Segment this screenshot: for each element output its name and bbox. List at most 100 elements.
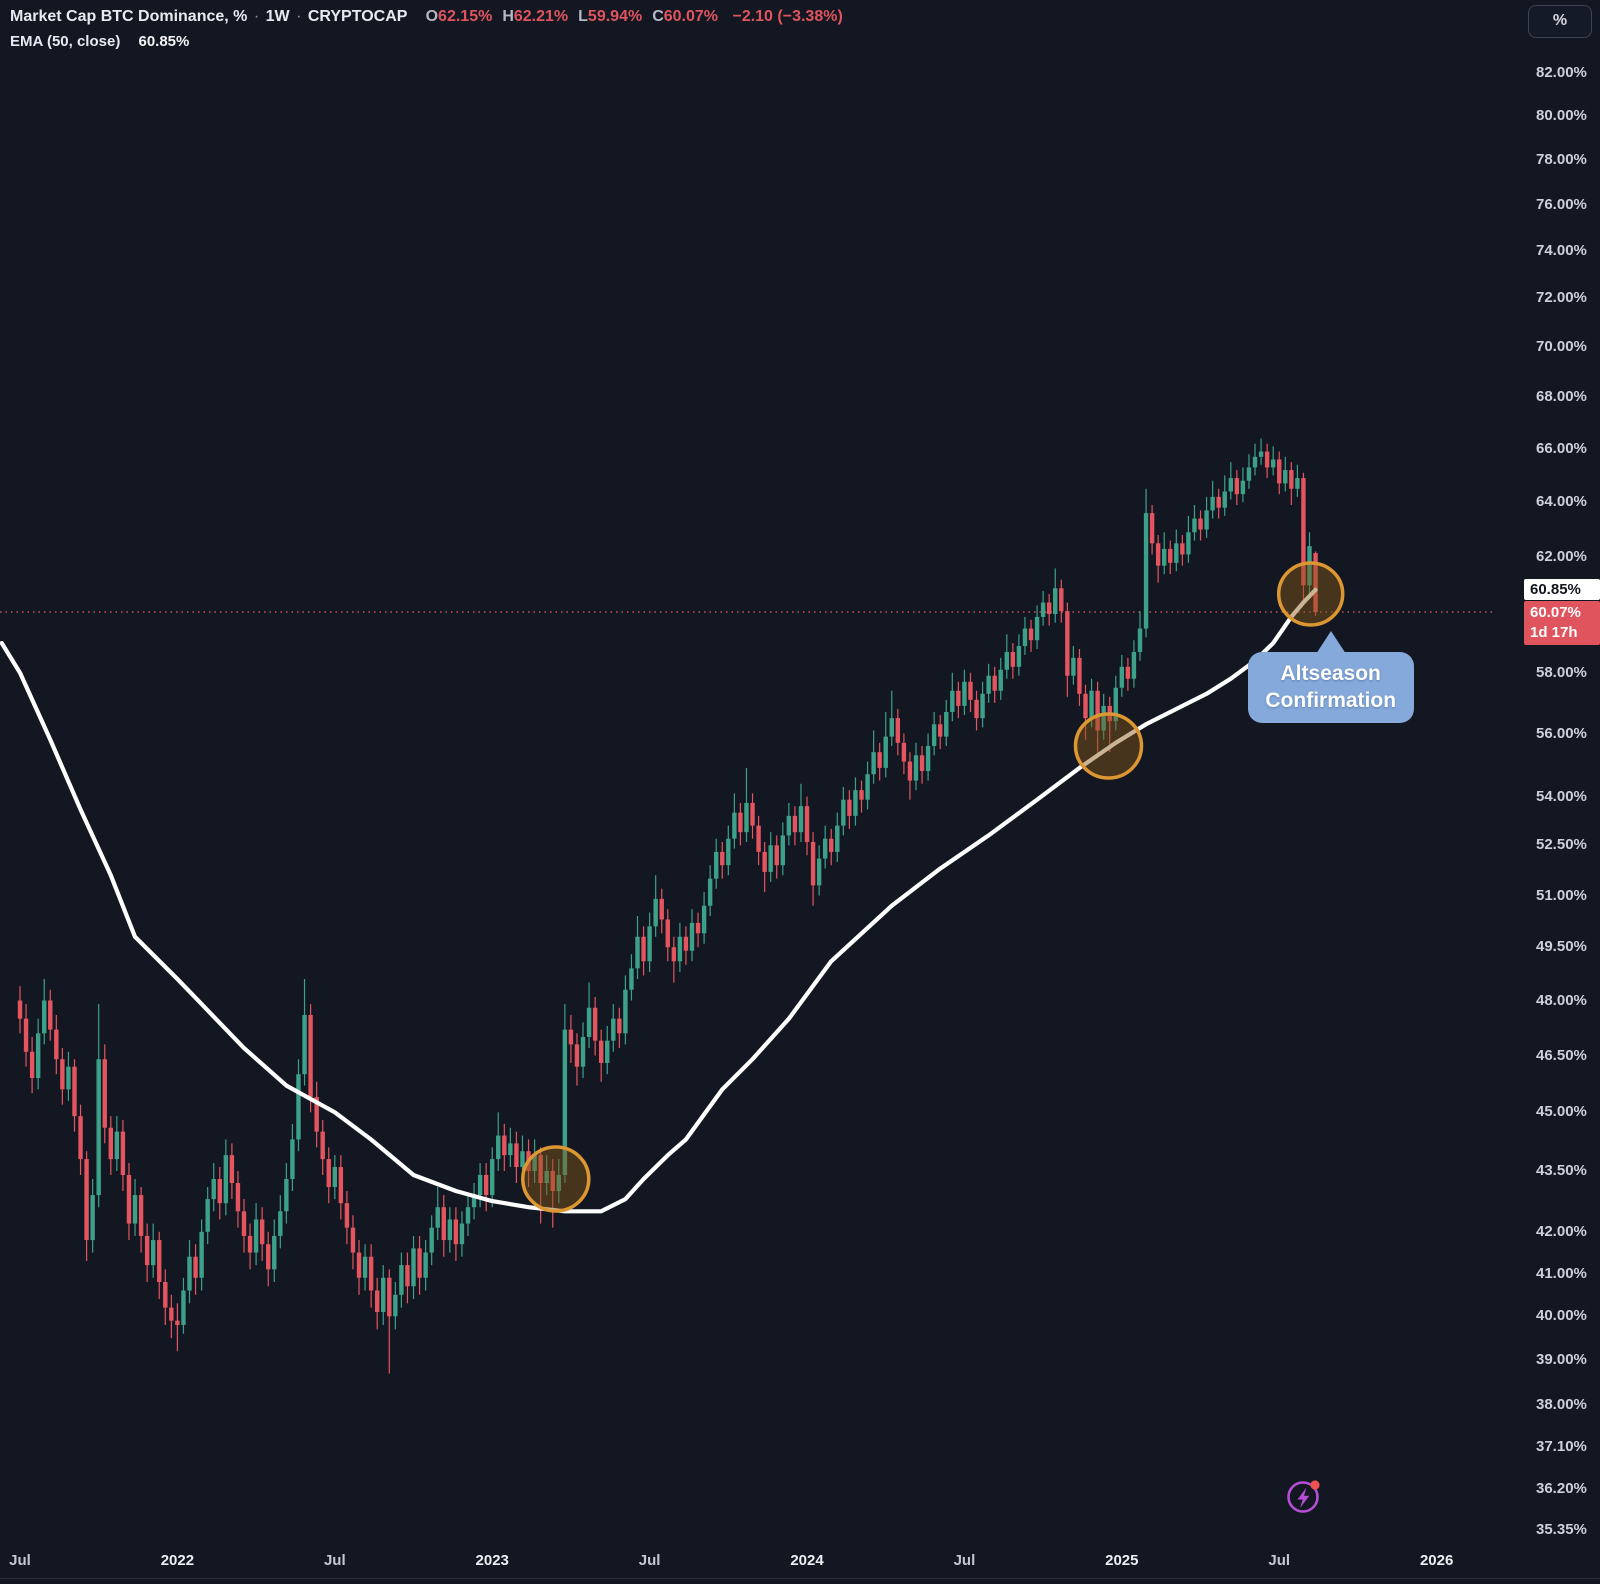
candle-body [1240, 480, 1246, 495]
candle-body [974, 699, 979, 719]
callout-line2: Confirmation [1265, 688, 1397, 712]
ema-touch-circle-1[interactable] [521, 1145, 591, 1213]
candle-body [163, 1282, 168, 1308]
time-tick-label: 2023 [475, 1552, 509, 1569]
candle-body [211, 1178, 216, 1200]
candle-body [1192, 518, 1197, 533]
candle-body [695, 922, 701, 934]
candle-body [1228, 478, 1233, 492]
candle-body [1162, 548, 1167, 566]
candle-body [108, 1127, 114, 1160]
candle-body [1264, 451, 1270, 468]
candle-body [17, 1000, 23, 1019]
ema-touch-circle-3[interactable] [1276, 561, 1345, 627]
candle-body [1301, 478, 1306, 586]
candle-body [84, 1159, 89, 1241]
candle-body [962, 681, 967, 706]
candle-body [120, 1131, 126, 1176]
candle-body [623, 989, 628, 1034]
candle-body [980, 693, 985, 719]
candle-body [356, 1252, 362, 1278]
candle-body [423, 1252, 428, 1278]
candle-body [774, 845, 779, 866]
candle-body [453, 1219, 459, 1245]
candle-body [1131, 651, 1137, 679]
price-tick-label: 42.00% [1536, 1222, 1587, 1240]
price-tick-label: 37.10% [1536, 1437, 1587, 1455]
bar-countdown: 1d 17h [1530, 624, 1578, 641]
candle-body [193, 1256, 198, 1278]
candle-body [665, 919, 670, 948]
candle-body [290, 1139, 295, 1179]
candle-body [986, 675, 991, 694]
candle-body [1198, 518, 1203, 530]
time-tick-label: Jul [953, 1552, 976, 1569]
price-tick-label: 66.00% [1536, 439, 1587, 457]
candle-body [229, 1155, 235, 1184]
price-tick-label: 45.00% [1536, 1103, 1587, 1121]
candle-body [1016, 646, 1022, 667]
price-tick-label: 38.00% [1536, 1396, 1587, 1414]
separator-dot: · [296, 8, 302, 25]
candle-body [768, 845, 773, 872]
candle-body [1180, 543, 1185, 555]
candle-body [647, 926, 652, 962]
price-tick-label: 64.00% [1536, 493, 1587, 511]
price-tick-label: 80.00% [1536, 106, 1587, 124]
candles-layer [17, 438, 1318, 1374]
time-tick-label: Jul [9, 1552, 31, 1569]
candle-body [816, 858, 822, 886]
candle-body [66, 1066, 71, 1090]
candle-body [1028, 628, 1034, 641]
candle-body [968, 681, 973, 700]
candle-body [520, 1151, 525, 1168]
candle-body [677, 936, 683, 962]
candle-body [241, 1211, 247, 1236]
candle-body [756, 825, 761, 852]
interval-label: 1W [265, 8, 290, 25]
candle-body [1222, 491, 1227, 508]
candle-body [96, 1059, 101, 1196]
candle-body [320, 1131, 325, 1160]
candle-body [605, 1040, 610, 1063]
price-tick-label: 41.00% [1536, 1264, 1587, 1282]
candle-body [205, 1199, 210, 1232]
exchange-label: CRYPTOCAP [307, 8, 408, 25]
price-tick-label: 68.00% [1536, 388, 1587, 406]
candle-body [78, 1116, 83, 1160]
candle-body [399, 1265, 404, 1295]
price-tick-label: 82.00% [1536, 64, 1587, 81]
candle-body [102, 1059, 107, 1128]
time-axis[interactable]: Jul 2022 Jul 2023 Jul 2024 Jul 2025 Jul 2026 [0, 1548, 1524, 1578]
candle-body [1010, 651, 1016, 667]
candle-body [562, 1029, 568, 1176]
candle-body [938, 724, 943, 737]
price-tick-label: 78.00% [1536, 150, 1587, 168]
percent-scale-button[interactable]: % [1528, 5, 1592, 38]
candle-body [629, 968, 634, 990]
candle-body [326, 1159, 331, 1188]
candle-body [835, 825, 840, 852]
candle-body [786, 815, 792, 836]
candle-body [1307, 546, 1312, 586]
ema-price-badge: 60.85% [1524, 578, 1600, 600]
candle-body [1252, 456, 1258, 468]
price-tick-label: 62.00% [1536, 548, 1587, 566]
boost-flash-button[interactable] [1282, 1475, 1326, 1519]
altseason-callout[interactable]: Altseason Confirmation [1247, 630, 1414, 723]
candle-body [1277, 459, 1282, 484]
candle-body [611, 1018, 616, 1041]
candle-body [314, 1096, 319, 1132]
candle-body [1137, 628, 1143, 652]
price-axis[interactable]: % 60.85% 60.07% 1d 17h 82.00% 80.00% 78.00… [1524, 0, 1600, 1578]
candle-body [284, 1178, 289, 1212]
candle-body [1053, 588, 1058, 615]
candle-body [175, 1320, 180, 1325]
candle-body [247, 1235, 253, 1253]
candle-body [617, 1018, 622, 1034]
candle-body [48, 1000, 53, 1030]
ema-touch-circle-2[interactable] [1073, 712, 1144, 780]
candle-body [810, 842, 816, 886]
